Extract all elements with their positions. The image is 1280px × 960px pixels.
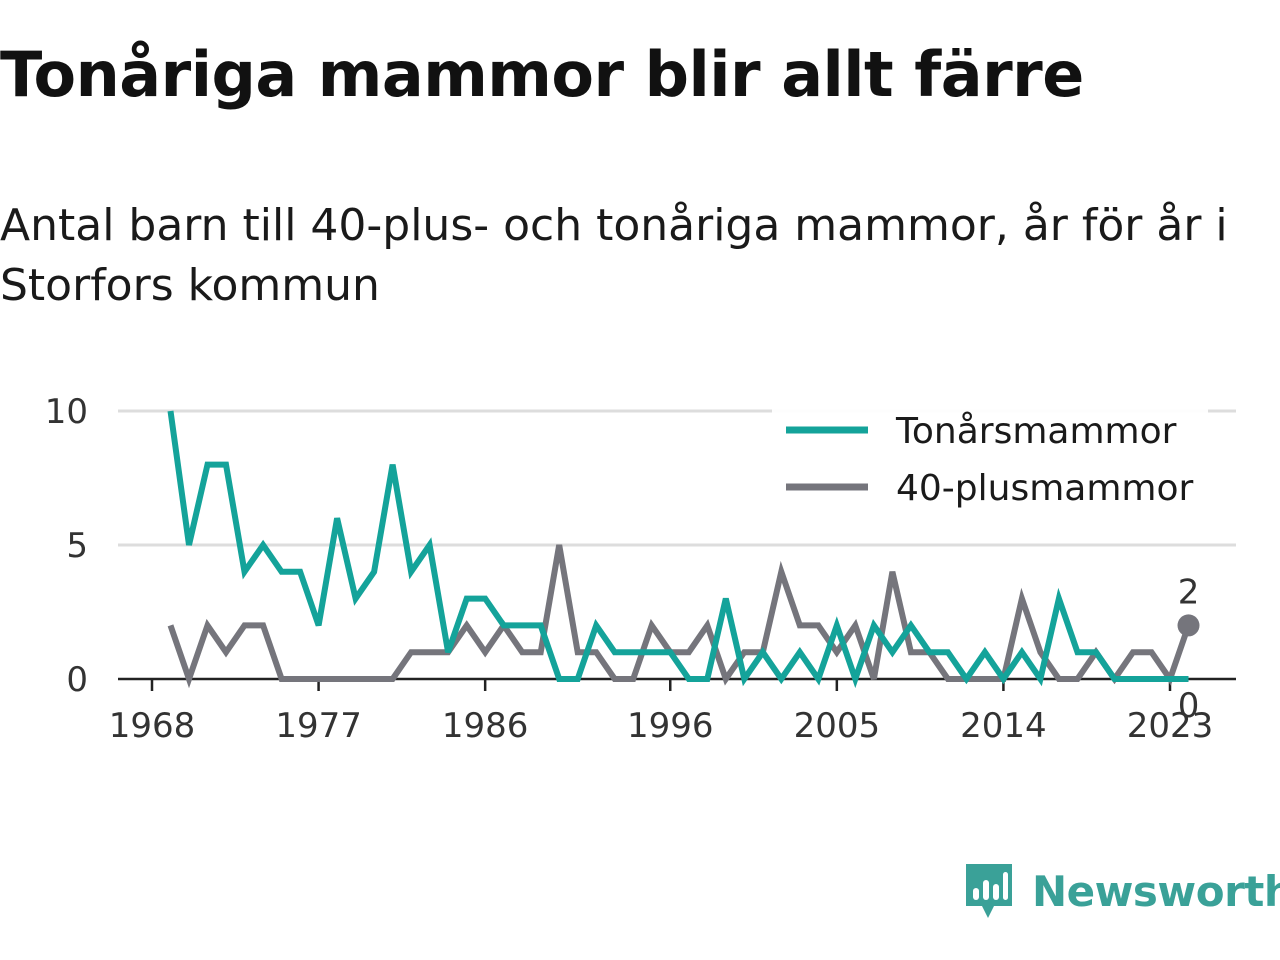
series-line-40-plusmammor bbox=[167, 544, 1192, 689]
series-lines bbox=[167, 410, 1192, 689]
chart-subtitle: Antal barn till 40-plus- och tonåriga ma… bbox=[0, 200, 1228, 311]
brand-name: Newsworthy bbox=[1032, 866, 1280, 916]
legend-label: Tonårsmammor bbox=[895, 411, 1177, 452]
end-marker bbox=[1177, 614, 1200, 637]
x-tick-label: 1996 bbox=[627, 706, 714, 746]
end-labels: 02 bbox=[1177, 572, 1200, 726]
y-tick-label: 0 bbox=[66, 660, 88, 700]
x-tick-label: 1986 bbox=[442, 706, 529, 746]
newsworthy-logo-icon bbox=[966, 864, 1012, 918]
end-value-label: 0 bbox=[1178, 686, 1200, 726]
chart-title: Tonåriga mammor blir allt färre bbox=[0, 38, 1084, 111]
y-tick-label: 5 bbox=[66, 526, 88, 566]
axes: 0 5 10 1968 1977 1986 1996 2005 2014 2023 bbox=[45, 392, 1236, 746]
x-tick-label: 1977 bbox=[275, 706, 362, 746]
series-line-tonårsmammor bbox=[167, 410, 1189, 689]
x-tick-label: 2014 bbox=[960, 706, 1047, 746]
legend-label: 40-plusmammor bbox=[896, 468, 1194, 509]
x-tick-label: 1968 bbox=[109, 706, 196, 746]
end-value-label: 2 bbox=[1178, 572, 1200, 612]
x-tick-label: 2005 bbox=[794, 706, 881, 746]
legend: Tonårsmammor 40-plusmammor bbox=[772, 408, 1208, 526]
y-tick-label: 10 bbox=[45, 392, 88, 432]
brand-logo: Newsworthy bbox=[964, 862, 1280, 920]
x-tick-label: 2023 bbox=[1127, 706, 1214, 746]
